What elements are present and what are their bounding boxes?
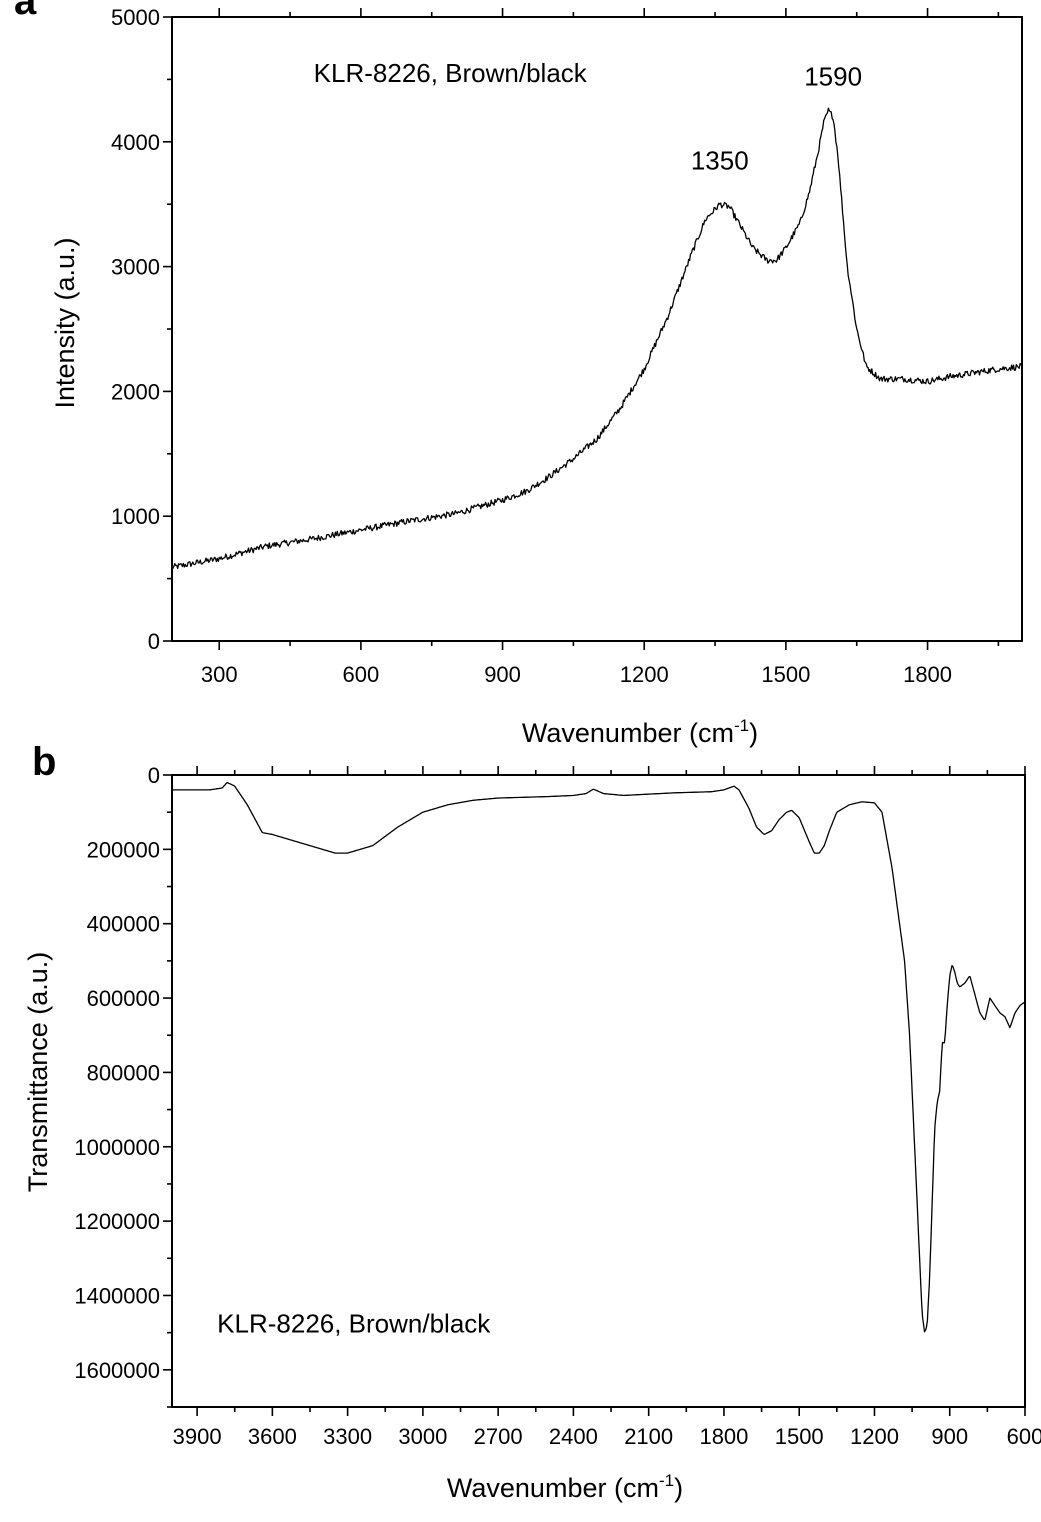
panel-a-y-tick-labels: 0 1000 2000 3000 4000 5000 [111,5,160,654]
y-tick-label: 400000 [87,912,160,937]
x-tick-label: 2700 [474,1424,523,1449]
x-tick-label: 1800 [903,662,952,687]
y-tick-label: 1600000 [74,1358,160,1383]
sample-label: KLR-8226, Brown/black [217,1309,491,1339]
panel-b-y-axis-title: Transmittance (a.u.) [23,952,53,1193]
peak-label: 1350 [691,145,749,175]
sample-label: KLR-8226, Brown/black [314,58,588,88]
y-tick-label: 3000 [111,255,160,280]
y-tick-label: 800000 [87,1060,160,1085]
x-tick-label: 3000 [398,1424,447,1449]
x-tick-label: 1500 [775,1424,824,1449]
panel-b-plot-frame [171,774,1026,1408]
x-tick-label: 3900 [173,1424,222,1449]
x-tick-label: 3600 [248,1424,297,1449]
y-tick-label: 600000 [87,986,160,1011]
y-tick-label: 200000 [87,837,160,862]
y-tick-label: 1400000 [74,1283,160,1308]
panel-a-y-axis-title: Intensity (a.u.) [50,237,80,408]
panel-b-annotations: KLR-8226, Brown/black [217,1309,491,1339]
y-tick-label: 0 [148,629,160,654]
x-tick-label: 1200 [620,662,669,687]
x-tick-label: 2100 [624,1424,673,1449]
x-tick-label: 600 [1007,1424,1041,1449]
peak-label: 1590 [804,62,862,92]
panel-b-x-tick-labels: 3900 3600 3300 3000 2700 2400 2100 1800 1500 1200… [173,1424,1041,1449]
panel-a-plot-frame [171,16,1023,642]
panel-b-x-axis-title: Wavenumber (cm-1) [447,1471,683,1503]
x-tick-label: 1200 [850,1424,899,1449]
y-tick-label: 0 [148,763,160,788]
y-tick-label: 1000 [111,504,160,529]
y-tick-label: 4000 [111,130,160,155]
y-tick-label: 1000000 [74,1135,160,1160]
x-tick-label: 3300 [323,1424,372,1449]
x-tick-label: 1800 [699,1424,748,1449]
x-tick-label: 900 [931,1424,968,1449]
y-tick-label: 2000 [111,379,160,404]
x-tick-label: 1500 [761,662,810,687]
y-tick-label: 5000 [111,5,160,30]
panel-b-letter: b [32,740,56,784]
panel-a-spectrum-line [171,107,1023,570]
panel-a-x-tick-labels: 300 600 900 1200 1500 1800 [201,662,952,687]
x-tick-label: 600 [343,662,380,687]
panel-a-x-axis-title: Wavenumber (cm-1) [522,716,758,748]
y-tick-label: 1200000 [74,1209,160,1234]
panel-a-letter: a [14,0,37,23]
panel-b-spectrum-line [172,782,1026,1333]
panel-a-annotations: KLR-8226, Brown/black 1350 1590 [314,58,862,175]
panel-a-ticks [163,8,1000,650]
panel-a-chart: a 300 600 900 1200 1500 1800 0 1000 2000 3000 400… [14,0,1023,748]
x-tick-label: 2400 [549,1424,598,1449]
panel-b-y-tick-labels: 0 200000 400000 600000 800000 1000000 1200000 1… [74,763,160,1383]
x-tick-label: 900 [484,662,521,687]
x-tick-label: 300 [201,662,238,687]
panel-b-chart: b 3900 3600 3300 3000 2700 2400 2100 1800 1500 12… [23,740,1041,1503]
